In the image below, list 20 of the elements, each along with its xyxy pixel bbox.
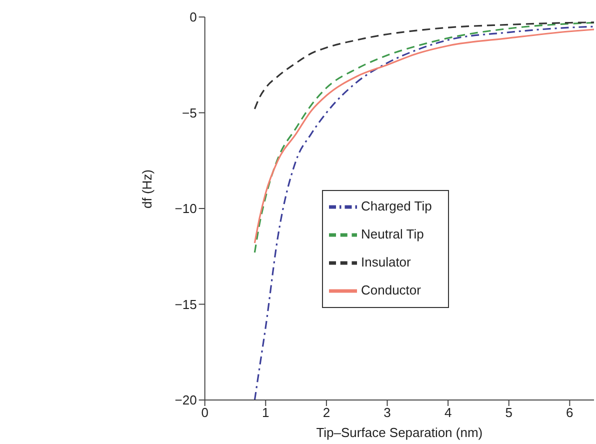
x-tick-label: 6 [566,405,574,420]
y-axis-title: df (Hz) [139,170,154,208]
legend-label: Neutral Tip [361,226,424,242]
x-tick-label: 4 [444,405,452,420]
legend-label: Insulator [361,254,411,270]
x-axis-title: Tip–Surface Separation (nm) [316,425,483,440]
legend-label: Charged Tip [361,198,432,214]
line-series [254,22,594,110]
y-tick-label: −10 [174,201,197,216]
y-tick-label: −5 [182,105,197,120]
y-tick-label: −15 [174,296,197,312]
y-tick-label: −20 [174,392,197,408]
x-tick-label: 0 [201,405,208,420]
legend-label: Conductor [361,282,421,298]
x-tick-label: 1 [262,405,270,420]
y-tick-label: 0 [190,10,197,25]
line-series [254,26,594,400]
x-tick-label: 2 [322,405,330,420]
x-tick-label: 5 [505,405,512,420]
x-tick-label: 3 [384,405,391,420]
